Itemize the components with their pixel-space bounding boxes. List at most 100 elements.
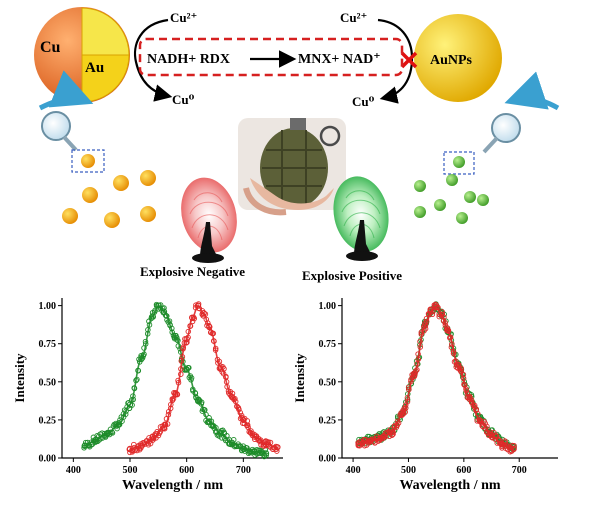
- data-point-red: [355, 441, 362, 448]
- series-marker-green: [102, 434, 109, 440]
- y-tick-label: 0.00: [319, 454, 337, 465]
- series-marker-green: [174, 336, 180, 343]
- series-marker-green: [126, 405, 133, 412]
- series-marker-red: [415, 351, 421, 357]
- data-point-green: [104, 430, 111, 437]
- series-marker-green: [141, 351, 147, 357]
- explosive-negative-label: Explosive Negative: [140, 264, 245, 279]
- series-marker-red: [162, 421, 169, 428]
- series-marker-red: [460, 371, 467, 378]
- series-marker-red: [445, 327, 452, 334]
- series-marker-green: [169, 329, 175, 336]
- magnifier-icon-right: [443, 71, 560, 175]
- series-marker-red: [496, 437, 503, 444]
- series-marker-red: [389, 432, 395, 438]
- series-marker-red: [399, 412, 405, 419]
- series-marker-red: [402, 405, 409, 411]
- series-marker-red: [450, 350, 457, 357]
- y-tick-label: 0.25: [319, 415, 337, 426]
- data-point-red: [388, 428, 395, 436]
- series-marker-red: [417, 338, 423, 345]
- cu-au-nanoparticles: [62, 170, 156, 228]
- series-marker-green: [135, 367, 141, 374]
- data-point-red: [183, 335, 190, 343]
- left-ion-cycle: Cu²⁺ Cu⁰: [134, 10, 197, 107]
- series-marker-red: [185, 328, 192, 335]
- series-marker-green: [174, 334, 180, 341]
- x-tick-label: 400: [346, 465, 361, 476]
- series-marker-red: [511, 442, 517, 449]
- series-marker-red: [461, 381, 467, 388]
- series-marker-red: [394, 418, 401, 425]
- data-point-red: [160, 424, 168, 431]
- series-marker-red: [184, 339, 190, 346]
- series-marker-green: [145, 327, 151, 333]
- series-marker-red: [234, 403, 240, 410]
- x-tick-label: 500: [401, 465, 416, 476]
- au-label: Au: [85, 60, 104, 76]
- series-marker-red: [460, 375, 467, 382]
- series-marker-red: [237, 409, 244, 416]
- series-line-red: [129, 304, 278, 450]
- spectrum-chart-negative: 0.00 0.25 0.50 0.75 1.00 400 500 600 700 Waveleng…: [12, 298, 283, 493]
- y-tick-label: 0.50: [319, 377, 337, 388]
- series-marker-green: [203, 411, 209, 418]
- data-point-green: [81, 442, 88, 449]
- reaction-products: MNX+ NAD⁺: [298, 52, 381, 67]
- series-marker-green: [261, 452, 268, 459]
- series-marker-green: [131, 385, 138, 392]
- data-point-red: [433, 303, 440, 311]
- series-marker-red: [212, 345, 219, 352]
- series-marker-red: [405, 384, 412, 391]
- data-point-red: [399, 410, 407, 417]
- left-cu2-label: Cu²⁺: [170, 10, 197, 25]
- series-marker-red: [144, 440, 151, 446]
- cross-icon: [400, 51, 418, 69]
- series-marker-red: [442, 319, 448, 326]
- data-point-red: [466, 395, 473, 402]
- series-marker-red: [180, 346, 186, 352]
- series-marker-red: [458, 365, 465, 372]
- series-marker-red: [244, 422, 251, 428]
- series-marker-green: [169, 325, 175, 332]
- series-marker-red: [165, 412, 172, 418]
- magnifier-icon-left: [38, 70, 105, 173]
- series-marker-green: [185, 364, 191, 371]
- series-marker-red: [414, 367, 420, 373]
- y-axis-label: Intensity: [292, 353, 307, 403]
- series-marker-red: [421, 324, 427, 330]
- data-point-green: [126, 401, 134, 408]
- series-marker-green: [198, 401, 205, 407]
- series-marker-red: [164, 421, 171, 427]
- series-line-green: [358, 304, 514, 449]
- series-marker-green: [142, 338, 149, 345]
- series-marker-red: [393, 424, 400, 430]
- series-marker-red: [367, 437, 374, 444]
- series-marker-green: [133, 377, 139, 384]
- y-tick-label: 1.00: [319, 301, 337, 312]
- y-tick-label: 0.25: [39, 415, 57, 426]
- fingerprint-positive-icon: [333, 176, 389, 261]
- series-marker-green: [144, 331, 151, 337]
- data-point-green: [155, 302, 162, 309]
- series-marker-green: [130, 393, 136, 399]
- series-marker-red: [475, 411, 481, 417]
- series-marker-red: [450, 348, 457, 355]
- aunp-nanoparticles: [414, 174, 489, 224]
- series-marker-red: [484, 423, 490, 430]
- data-point-red: [438, 311, 445, 318]
- series-marker-red: [178, 366, 184, 372]
- data-point-red: [200, 310, 207, 317]
- series-marker-green: [164, 313, 170, 319]
- series-marker-red: [175, 379, 182, 386]
- series-marker-green: [134, 376, 140, 383]
- x-axis-label: Wavelength / nm: [399, 478, 500, 493]
- aunps-label: AuNPs: [430, 53, 473, 68]
- series-marker-green: [122, 411, 129, 417]
- series-marker-red: [209, 330, 216, 337]
- series-marker-red: [406, 386, 412, 393]
- data-point-red: [488, 431, 495, 439]
- series-marker-red: [430, 308, 436, 315]
- series-marker-green: [146, 322, 153, 328]
